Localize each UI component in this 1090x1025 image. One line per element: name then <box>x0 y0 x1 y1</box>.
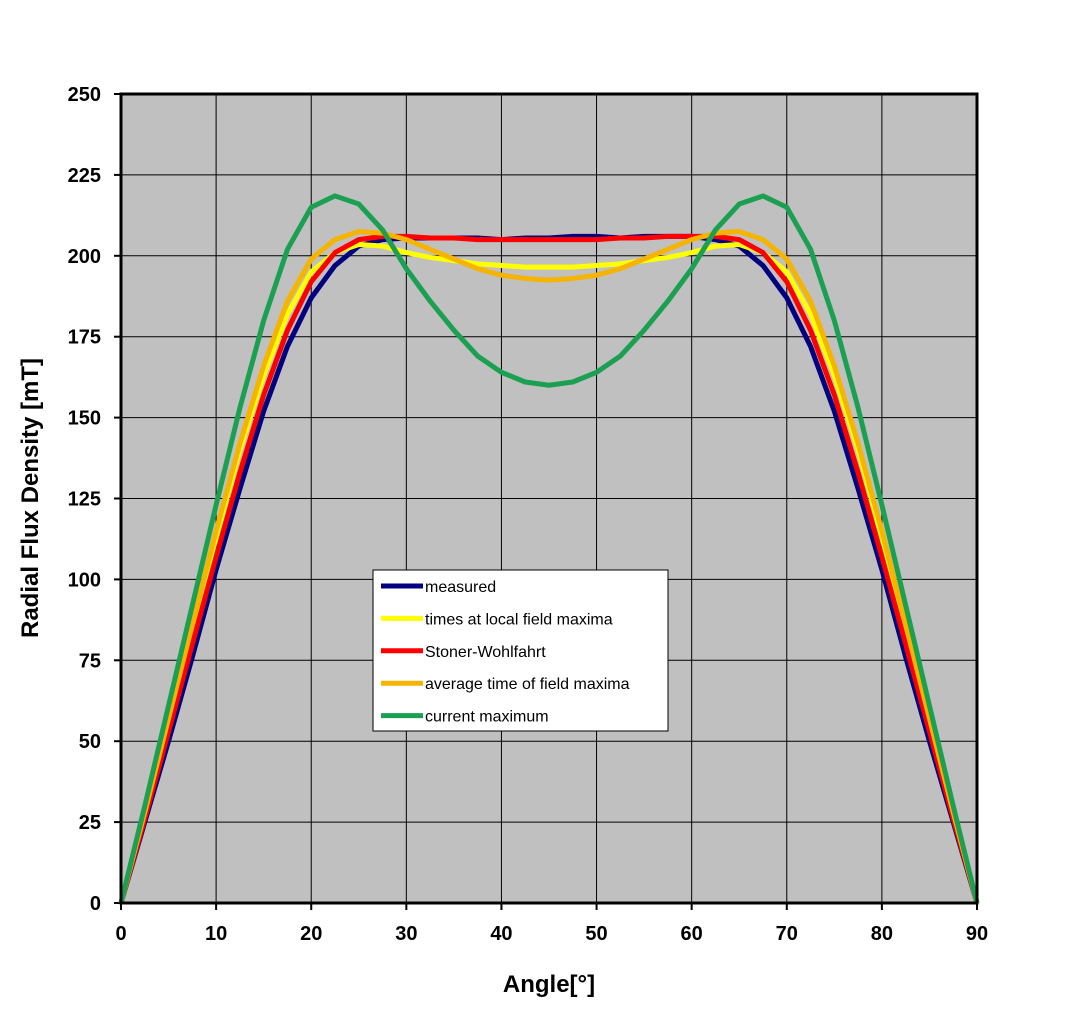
y-tick-label: 125 <box>68 489 101 511</box>
x-tick-label: 20 <box>300 923 322 945</box>
y-tick-label: 25 <box>79 812 101 834</box>
y-tick-label: 50 <box>79 731 101 753</box>
y-tick-label: 0 <box>90 893 101 915</box>
legend-label: measured <box>425 579 496 596</box>
data-line <box>118 193 980 904</box>
y-tick-label: 225 <box>68 165 101 187</box>
plot-border <box>119 92 979 905</box>
y-tick-label: 175 <box>68 327 101 349</box>
legend-label: average time of field maxima <box>425 676 630 693</box>
legend-label: times at local field maxima <box>425 611 613 628</box>
x-tick-label: 10 <box>205 923 227 945</box>
x-tick-label: 40 <box>490 923 512 945</box>
y-tick-label: 150 <box>68 408 101 430</box>
data-line <box>118 233 980 904</box>
x-tick-label: 0 <box>115 923 126 945</box>
x-tick-label: 70 <box>776 923 798 945</box>
x-tick-label: 50 <box>585 923 607 945</box>
y-tick-label: 75 <box>79 650 101 672</box>
y-tick-label: 200 <box>68 246 101 268</box>
data-line <box>118 241 980 904</box>
x-axis-label: Angle[°] <box>503 971 595 998</box>
y-tick-label: 250 <box>68 84 101 106</box>
x-tick-label: 60 <box>681 923 703 945</box>
x-tick-label: 90 <box>966 923 988 945</box>
legend-label: Stoner-Wohlfahrt <box>425 644 546 661</box>
y-tick-label: 100 <box>68 569 101 591</box>
x-tick-label: 30 <box>395 923 417 945</box>
legend-label: current maximum <box>425 709 549 726</box>
data-line <box>118 229 980 904</box>
x-tick-label: 80 <box>871 923 893 945</box>
y-axis-label: Radial Flux Density [mT] <box>17 358 44 638</box>
